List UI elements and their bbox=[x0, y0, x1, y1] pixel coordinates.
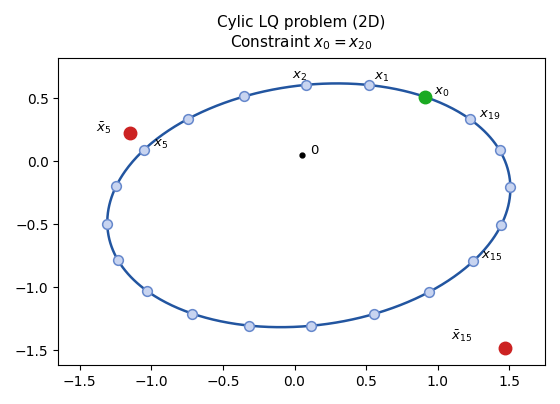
Text: $x_{19}$: $x_{19}$ bbox=[479, 109, 500, 122]
Text: $x_2$: $x_2$ bbox=[292, 69, 307, 83]
Text: $\bar{x}_5$: $\bar{x}_5$ bbox=[96, 121, 111, 136]
Text: $\bar{x}_{15}$: $\bar{x}_{15}$ bbox=[451, 328, 472, 344]
Text: 0: 0 bbox=[310, 144, 319, 157]
Title: Cylic LQ problem (2D)
Constraint $x_0 = x_{20}$: Cylic LQ problem (2D) Constraint $x_0 = … bbox=[217, 15, 386, 51]
Text: $x_{15}$: $x_{15}$ bbox=[480, 250, 502, 263]
Text: $x_5$: $x_5$ bbox=[153, 138, 168, 151]
Text: $x_0$: $x_0$ bbox=[434, 85, 449, 99]
Text: $x_1$: $x_1$ bbox=[375, 71, 390, 84]
